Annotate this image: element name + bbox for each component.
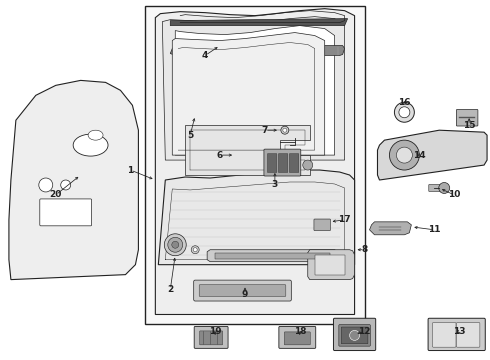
Polygon shape	[185, 125, 310, 175]
Text: 18: 18	[294, 327, 306, 336]
FancyBboxPatch shape	[289, 154, 299, 172]
Text: 7: 7	[262, 126, 268, 135]
Circle shape	[193, 248, 197, 252]
Text: 8: 8	[362, 245, 368, 254]
Circle shape	[439, 183, 450, 193]
Text: 19: 19	[209, 327, 221, 336]
Bar	[146, 6, 365, 324]
Circle shape	[172, 241, 179, 248]
Polygon shape	[155, 9, 355, 315]
Text: 5: 5	[187, 131, 194, 140]
Circle shape	[191, 246, 199, 254]
Text: 17: 17	[338, 215, 351, 224]
Polygon shape	[215, 253, 330, 259]
Polygon shape	[175, 26, 335, 155]
Polygon shape	[158, 170, 355, 265]
Polygon shape	[308, 250, 355, 280]
Text: 15: 15	[463, 121, 475, 130]
Polygon shape	[171, 45, 344, 55]
FancyBboxPatch shape	[278, 154, 288, 172]
Polygon shape	[172, 32, 325, 155]
Text: 20: 20	[49, 190, 62, 199]
Text: 1: 1	[127, 166, 134, 175]
Ellipse shape	[88, 130, 103, 140]
Circle shape	[164, 234, 186, 256]
Text: 14: 14	[413, 150, 426, 159]
Text: 12: 12	[358, 327, 371, 336]
FancyBboxPatch shape	[428, 318, 485, 351]
Text: 9: 9	[242, 290, 248, 299]
Text: 2: 2	[167, 285, 173, 294]
Circle shape	[281, 126, 289, 134]
Text: 4: 4	[202, 51, 208, 60]
Text: 13: 13	[453, 327, 466, 336]
Ellipse shape	[73, 134, 108, 156]
FancyBboxPatch shape	[334, 318, 376, 351]
FancyBboxPatch shape	[194, 280, 292, 301]
Circle shape	[283, 128, 287, 132]
Polygon shape	[315, 255, 344, 275]
Circle shape	[349, 330, 360, 340]
FancyBboxPatch shape	[40, 199, 92, 226]
FancyBboxPatch shape	[456, 109, 478, 126]
Circle shape	[168, 237, 183, 252]
Circle shape	[61, 180, 71, 190]
FancyBboxPatch shape	[433, 323, 456, 347]
Polygon shape	[207, 250, 338, 262]
Circle shape	[396, 147, 413, 163]
FancyBboxPatch shape	[199, 285, 286, 297]
Polygon shape	[377, 130, 487, 180]
FancyBboxPatch shape	[194, 327, 228, 348]
FancyBboxPatch shape	[264, 149, 301, 176]
FancyBboxPatch shape	[314, 219, 330, 231]
Circle shape	[303, 160, 313, 170]
Polygon shape	[171, 19, 347, 26]
FancyBboxPatch shape	[456, 323, 480, 347]
Polygon shape	[162, 17, 344, 160]
FancyBboxPatch shape	[284, 332, 310, 345]
Circle shape	[39, 178, 53, 192]
Circle shape	[399, 107, 410, 118]
Text: 11: 11	[428, 225, 441, 234]
Circle shape	[394, 102, 415, 122]
Text: 16: 16	[398, 98, 411, 107]
Polygon shape	[9, 80, 138, 280]
Polygon shape	[369, 222, 412, 235]
FancyBboxPatch shape	[429, 184, 442, 192]
Text: 6: 6	[217, 150, 223, 159]
FancyBboxPatch shape	[341, 327, 368, 344]
Text: 10: 10	[448, 190, 461, 199]
Circle shape	[390, 140, 419, 170]
FancyBboxPatch shape	[268, 154, 277, 172]
FancyBboxPatch shape	[200, 331, 222, 345]
Text: 3: 3	[272, 180, 278, 189]
FancyBboxPatch shape	[339, 325, 370, 346]
FancyBboxPatch shape	[279, 327, 316, 348]
